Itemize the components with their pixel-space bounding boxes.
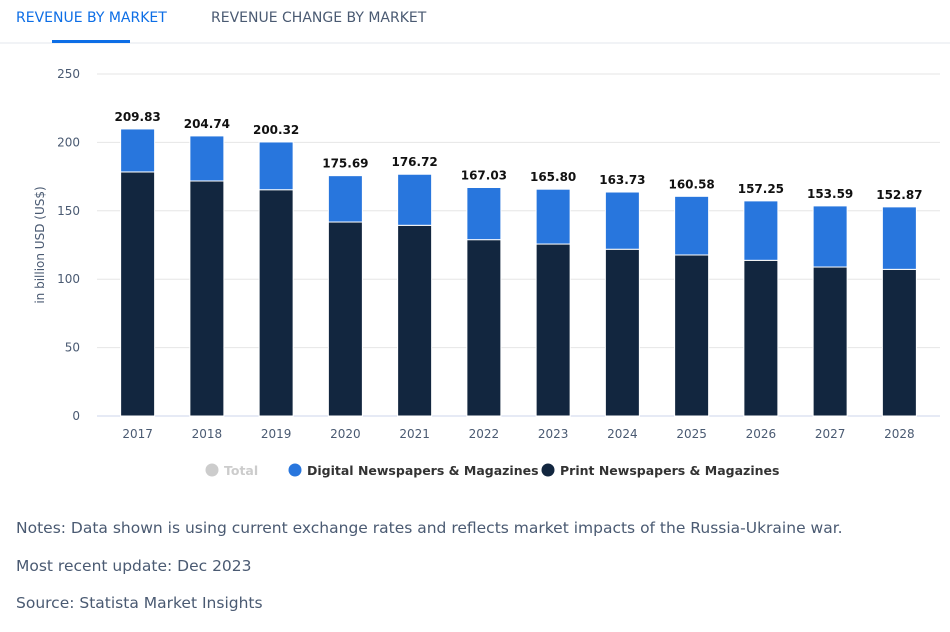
legend-item-print[interactable]: Print Newspapers & Magazines xyxy=(560,463,779,478)
bar-print xyxy=(881,268,917,417)
x-tick-label: 2022 xyxy=(469,427,500,441)
legend-item-digital[interactable]: Digital Newspapers & Magazines xyxy=(307,463,539,478)
source-text: Source: Statista Market Insights xyxy=(16,594,263,612)
bar-digital xyxy=(535,188,571,245)
tab-bar: REVENUE BY MARKET REVENUE CHANGE BY MARK… xyxy=(0,0,950,44)
bar-print xyxy=(812,266,848,417)
bar-print xyxy=(120,171,156,417)
x-tick-label: 2027 xyxy=(815,427,846,441)
x-tick-label: 2028 xyxy=(884,427,915,441)
legend-marker xyxy=(541,463,555,477)
x-tick-label: 2026 xyxy=(746,427,777,441)
bar-print xyxy=(604,248,640,417)
y-tick-label: 250 xyxy=(57,67,80,81)
legend-item-total[interactable]: Total xyxy=(224,463,258,478)
bar-digital xyxy=(881,206,917,270)
x-tick-label: 2017 xyxy=(122,427,153,441)
stacked-bar-chart: 0 50 100 150 200 250 in billion USD (US$) 209.8… xyxy=(33,67,940,478)
tab-revenue-by-market[interactable]: REVENUE BY MARKET xyxy=(16,10,167,26)
total-data-label: 175.69 xyxy=(322,157,368,171)
bar-print xyxy=(674,254,710,417)
y-tick-label: 200 xyxy=(57,135,80,149)
x-tick-label: 2019 xyxy=(261,427,292,441)
x-tick-label: 2018 xyxy=(192,427,223,441)
bar-print xyxy=(466,239,502,417)
bar-digital xyxy=(743,200,779,261)
y-tick-label: 0 xyxy=(72,409,80,423)
bar-print xyxy=(189,180,225,417)
bar-print xyxy=(258,189,294,417)
x-tick-label: 2021 xyxy=(399,427,430,441)
y-axis-title: in billion USD (US$) xyxy=(33,186,47,303)
tab-revenue-change-by-market[interactable]: REVENUE CHANGE BY MARKET xyxy=(211,10,427,26)
bar-digital xyxy=(258,141,294,191)
total-data-label: 163.73 xyxy=(599,173,645,187)
bar-print xyxy=(743,259,779,417)
total-data-label: 160.58 xyxy=(668,177,714,191)
x-tick-label: 2024 xyxy=(607,427,638,441)
notes-text: Notes: Data shown is using current excha… xyxy=(16,519,843,537)
bar-digital xyxy=(812,205,848,268)
total-data-label: 209.83 xyxy=(114,110,160,124)
bar-print xyxy=(327,221,363,417)
x-tick-label: 2023 xyxy=(538,427,569,441)
bar-print xyxy=(397,224,433,417)
total-data-label: 153.59 xyxy=(807,187,853,201)
legend-marker xyxy=(205,463,219,477)
bar-digital xyxy=(189,135,225,182)
x-tick-label: 2020 xyxy=(330,427,361,441)
total-data-label: 200.32 xyxy=(253,123,299,137)
y-tick-label: 150 xyxy=(57,204,80,218)
total-data-label: 157.25 xyxy=(738,182,784,196)
total-data-label: 176.72 xyxy=(391,155,437,169)
y-tick-label: 100 xyxy=(57,272,80,286)
y-tick-label: 50 xyxy=(65,341,80,355)
legend-marker xyxy=(288,463,302,477)
active-tab-indicator xyxy=(52,40,130,43)
total-data-label: 152.87 xyxy=(876,188,922,202)
bar-digital xyxy=(327,175,363,223)
x-tick-label: 2025 xyxy=(676,427,707,441)
total-data-label: 165.80 xyxy=(530,170,576,184)
bar-print xyxy=(535,243,571,417)
bar-digital xyxy=(604,191,640,250)
bar-digital xyxy=(397,173,433,226)
bar-digital xyxy=(466,187,502,241)
total-data-label: 167.03 xyxy=(461,169,507,183)
update-text: Most recent update: Dec 2023 xyxy=(16,557,252,575)
bar-digital xyxy=(674,195,710,256)
bar-digital xyxy=(120,128,156,173)
total-data-label: 204.74 xyxy=(184,117,230,131)
